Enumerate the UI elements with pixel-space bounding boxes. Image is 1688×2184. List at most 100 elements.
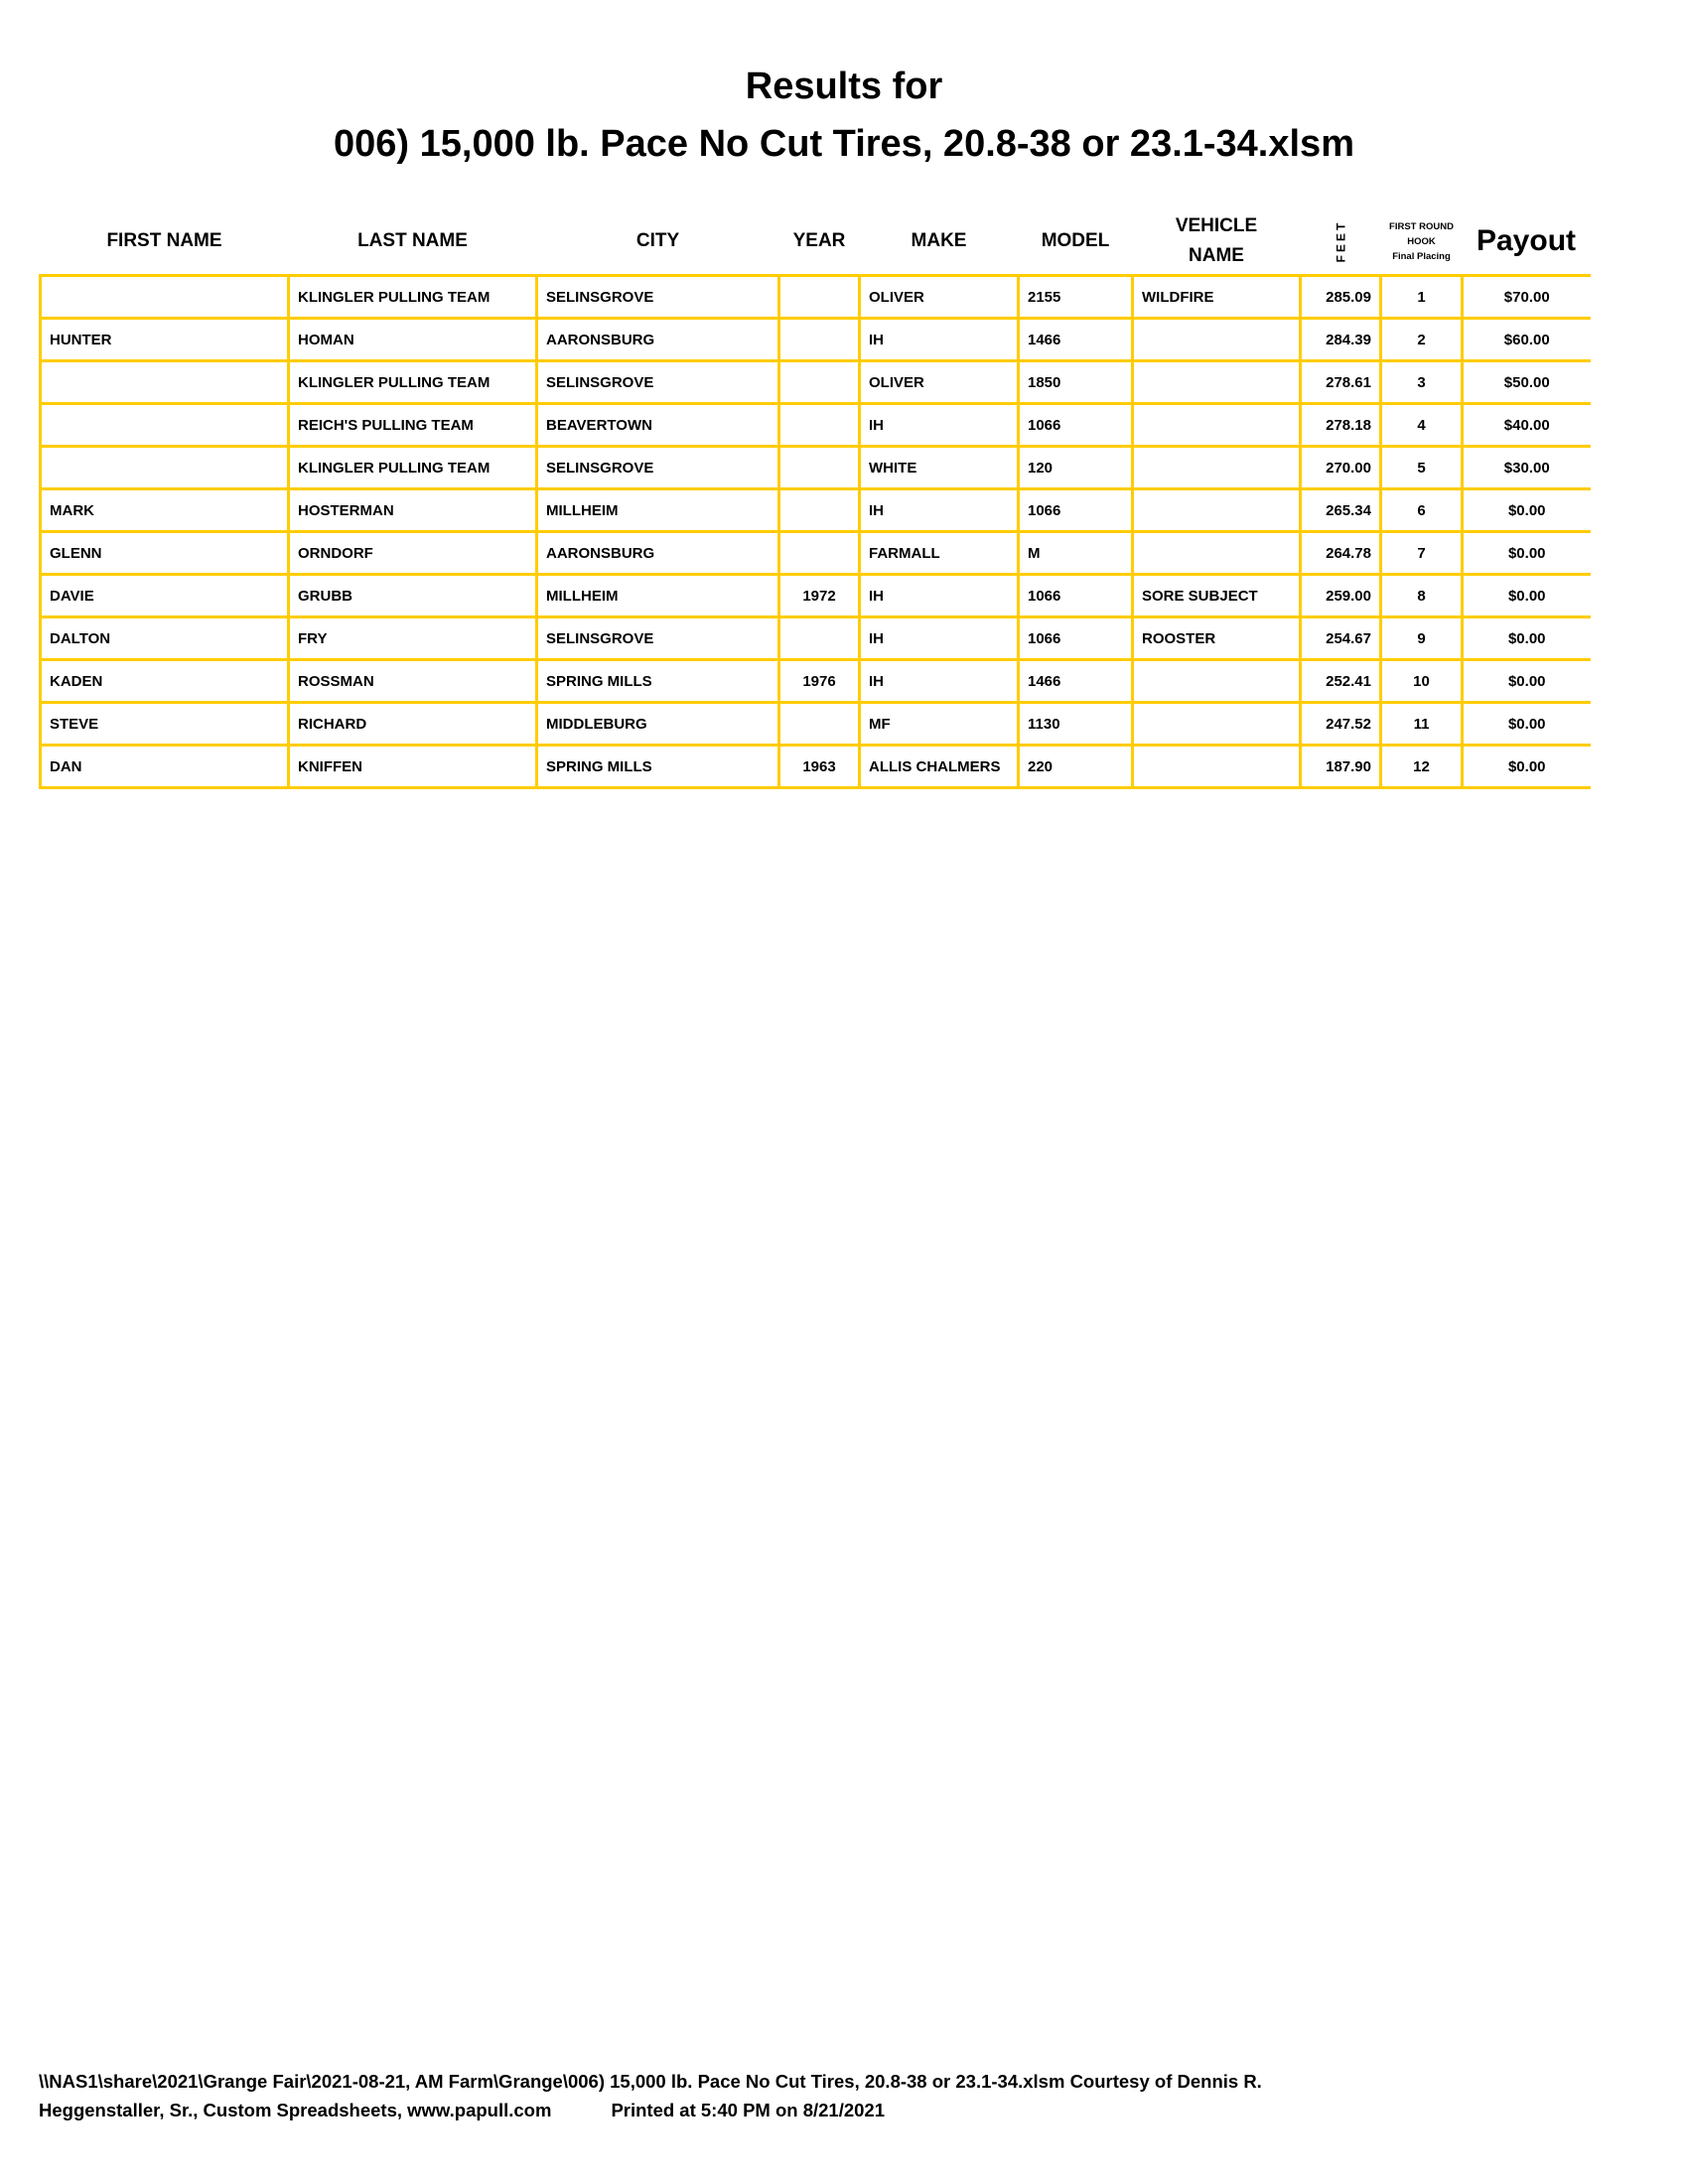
table-row: REICH'S PULLING TEAM BEAVERTOWN IH 1066 278.…: [39, 402, 1591, 448]
results-table: FIRST NAME LAST NAME CITY YEAR MAKE MODE…: [39, 208, 1591, 789]
cell-feet: 254.67: [1299, 615, 1382, 661]
cell-make: FARMALL: [858, 530, 1020, 576]
cell-place: 8: [1379, 573, 1464, 618]
cell-feet: 278.61: [1299, 359, 1382, 405]
table-row: KLINGLER PULLING TEAM SELINSGROVE WHITE 120…: [39, 445, 1591, 490]
header-vehicle-name: VEHICLE NAME: [1175, 215, 1258, 266]
header-first-name: FIRST NAME: [106, 230, 222, 251]
cell-make: IH: [858, 658, 1020, 704]
cell-city: AARONSBURG: [535, 317, 780, 362]
cell-city: MILLHEIM: [535, 487, 780, 533]
cell-last: FRY: [287, 615, 538, 661]
cell-payout: $0.00: [1461, 530, 1591, 576]
header-feet: FEET: [1333, 219, 1347, 263]
cell-make: IH: [858, 487, 1020, 533]
cell-model: 1066: [1017, 487, 1134, 533]
cell-first: MARK: [39, 487, 290, 533]
header-last-name: LAST NAME: [357, 230, 468, 251]
cell-year: [777, 274, 861, 320]
cell-first: DALTON: [39, 615, 290, 661]
cell-year: [777, 530, 861, 576]
cell-last: KNIFFEN: [287, 744, 538, 789]
cell-make: IH: [858, 615, 1020, 661]
cell-model: 1066: [1017, 573, 1134, 618]
header-placing: FIRST ROUND HOOK Final Placing: [1389, 220, 1454, 262]
cell-year: 1972: [777, 573, 861, 618]
cell-payout: $50.00: [1461, 359, 1591, 405]
cell-model: M: [1017, 530, 1134, 576]
table-row: GLENN ORNDORF AARONSBURG FARMALL M 264.78 7 $0.…: [39, 530, 1591, 576]
cell-vehicle: [1131, 317, 1302, 362]
cell-make: IH: [858, 402, 1020, 448]
header-payout: Payout: [1476, 224, 1577, 257]
cell-feet: 259.00: [1299, 573, 1382, 618]
cell-last: HOSTERMAN: [287, 487, 538, 533]
header-make: MAKE: [911, 230, 967, 251]
cell-year: [777, 317, 861, 362]
cell-make: ALLIS CHALMERS: [858, 744, 1020, 789]
table-row: HUNTER HOMAN AARONSBURG IH 1466 284.39 2 $60.00: [39, 317, 1591, 362]
cell-place: 9: [1379, 615, 1464, 661]
cell-city: SELINSGROVE: [535, 615, 780, 661]
cell-feet: 252.41: [1299, 658, 1382, 704]
cell-model: 1850: [1017, 359, 1134, 405]
table-row: KLINGLER PULLING TEAM SELINSGROVE OLIVER 18…: [39, 359, 1591, 405]
footer-credit: Heggenstaller, Sr., Custom Spreadsheets,…: [39, 2100, 552, 2120]
cell-make: MF: [858, 701, 1020, 747]
cell-year: [777, 701, 861, 747]
cell-make: IH: [858, 317, 1020, 362]
footer: \\NAS1\share\2021\Grange Fair\2021-08-21…: [39, 2067, 1647, 2124]
cell-year: 1976: [777, 658, 861, 704]
footer-printed: Printed at 5:40 PM on 8/21/2021: [611, 2100, 885, 2120]
cell-year: [777, 615, 861, 661]
cell-last: KLINGLER PULLING TEAM: [287, 274, 538, 320]
header-city: CITY: [635, 230, 680, 251]
cell-make: IH: [858, 573, 1020, 618]
cell-first: HUNTER: [39, 317, 290, 362]
cell-city: SELINSGROVE: [535, 445, 780, 490]
cell-model: 1066: [1017, 615, 1134, 661]
cell-last: ROSSMAN: [287, 658, 538, 704]
cell-city: MIDDLEBURG: [535, 701, 780, 747]
cell-feet: 285.09: [1299, 274, 1382, 320]
cell-feet: 247.52: [1299, 701, 1382, 747]
cell-payout: $0.00: [1461, 744, 1591, 789]
cell-place: 12: [1379, 744, 1464, 789]
cell-city: AARONSBURG: [535, 530, 780, 576]
cell-year: [777, 487, 861, 533]
cell-payout: $0.00: [1461, 487, 1591, 533]
cell-payout: $0.00: [1461, 615, 1591, 661]
table-row: KLINGLER PULLING TEAM SELINSGROVE OLIVER 21…: [39, 274, 1591, 320]
cell-payout: $70.00: [1461, 274, 1591, 320]
cell-last: GRUBB: [287, 573, 538, 618]
cell-vehicle: [1131, 445, 1302, 490]
cell-place: 7: [1379, 530, 1464, 576]
cell-payout: $0.00: [1461, 701, 1591, 747]
cell-feet: 270.00: [1299, 445, 1382, 490]
cell-first: [39, 445, 290, 490]
cell-model: 220: [1017, 744, 1134, 789]
cell-make: WHITE: [858, 445, 1020, 490]
cell-vehicle: [1131, 359, 1302, 405]
cell-city: SPRING MILLS: [535, 658, 780, 704]
cell-payout: $0.00: [1461, 658, 1591, 704]
cell-vehicle: [1131, 487, 1302, 533]
cell-feet: 284.39: [1299, 317, 1382, 362]
cell-first: GLENN: [39, 530, 290, 576]
table-row: KADEN ROSSMAN SPRING MILLS 1976 IH 1466 252.41…: [39, 658, 1591, 704]
cell-payout: $30.00: [1461, 445, 1591, 490]
cell-last: KLINGLER PULLING TEAM: [287, 359, 538, 405]
cell-vehicle: WILDFIRE: [1131, 274, 1302, 320]
cell-make: OLIVER: [858, 274, 1020, 320]
cell-model: 120: [1017, 445, 1134, 490]
cell-first: [39, 274, 290, 320]
header-year: YEAR: [792, 230, 846, 251]
cell-vehicle: SORE SUBJECT: [1131, 573, 1302, 618]
cell-place: 3: [1379, 359, 1464, 405]
cell-place: 1: [1379, 274, 1464, 320]
cell-year: 1963: [777, 744, 861, 789]
cell-first: DAVIE: [39, 573, 290, 618]
cell-year: [777, 445, 861, 490]
cell-feet: 278.18: [1299, 402, 1382, 448]
cell-last: REICH'S PULLING TEAM: [287, 402, 538, 448]
